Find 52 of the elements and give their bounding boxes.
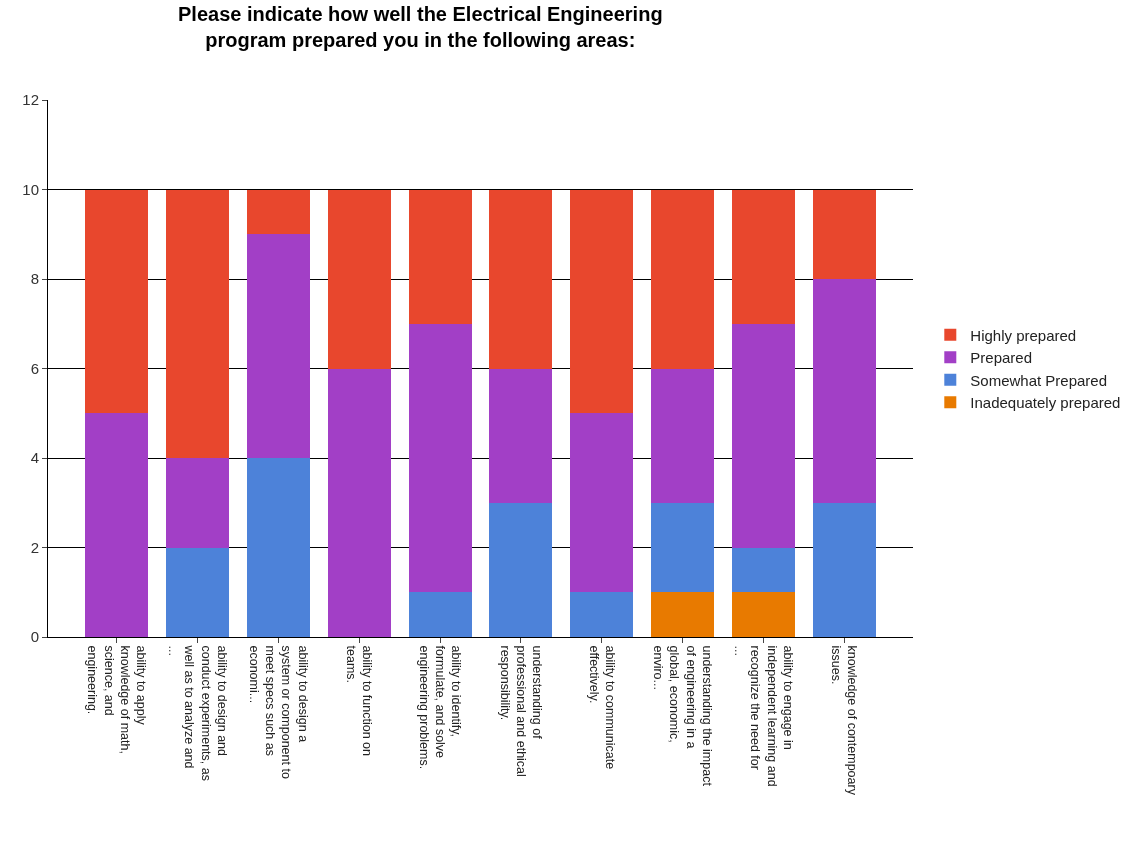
bar: [327, 189, 391, 369]
bar: [731, 592, 795, 637]
bar: [731, 547, 795, 593]
bar: [570, 189, 634, 414]
bar: [246, 458, 310, 637]
bar: [812, 279, 876, 503]
bar: [166, 189, 230, 458]
bar: [246, 234, 310, 458]
bar: [489, 189, 553, 369]
bar: [570, 413, 634, 593]
legend-label: Inadequately prepared: [970, 394, 1121, 412]
bar: [570, 592, 634, 637]
x-tick-label: ability to identify, formulate, and solve engineering problems.: [416, 645, 464, 770]
x-tick-label: understanding of professional and ethical responsibility.: [497, 645, 545, 777]
bar: [327, 368, 391, 637]
bar: [651, 502, 715, 593]
bar: [408, 323, 472, 593]
legend-label: Somewhat Prepared: [970, 371, 1108, 389]
bar: [489, 502, 553, 637]
x-tick-label: ability to communicate effectively.: [586, 645, 617, 770]
bar: [85, 413, 149, 637]
bar: [489, 368, 553, 503]
bar: [651, 368, 715, 503]
chart-title: Please indicate how well the Electrical Engineering program prepared you in the following areas:: [178, 3, 663, 52]
bar: [85, 189, 149, 414]
bar: [166, 458, 230, 548]
bar: [731, 323, 795, 548]
bar: [408, 592, 472, 637]
x-tick-label: ability to function on teams.: [344, 645, 375, 757]
x-tick-label: knowledge of contempoary issues.: [829, 645, 860, 796]
x-tick-label: ability to engage in independent learning and recognize the need for ...: [732, 645, 795, 787]
y-tick-label: 4: [30, 449, 39, 467]
bar: [408, 189, 472, 324]
x-tick-label: ability to apply knowledge of math, science, and engineering.: [85, 645, 149, 754]
y-tick-label: 6: [30, 359, 39, 377]
y-tick-label: 12: [22, 91, 39, 109]
x-tick-label: ability to design a system or component to meet specs such as economi...: [246, 645, 310, 779]
bar: [166, 547, 230, 637]
bar: [731, 189, 795, 324]
legend-label: Highly prepared: [970, 326, 1077, 344]
bar: [812, 189, 876, 279]
y-tick-label: 2: [30, 538, 39, 556]
bar: [812, 502, 876, 637]
bar: [651, 592, 715, 637]
y-tick-label: 8: [30, 270, 39, 288]
bar: [651, 189, 715, 369]
y-tick-label: 0: [30, 628, 39, 646]
legend-label: Prepared: [970, 349, 1033, 367]
x-tick-label: ability to design and conduct experiments, as well as to analyze and ...: [166, 644, 229, 781]
bar: [246, 189, 310, 235]
y-tick-label: 10: [22, 180, 39, 198]
x-tick-label: understanding the impact of engineering in a global, economic, enviro...: [651, 645, 714, 787]
